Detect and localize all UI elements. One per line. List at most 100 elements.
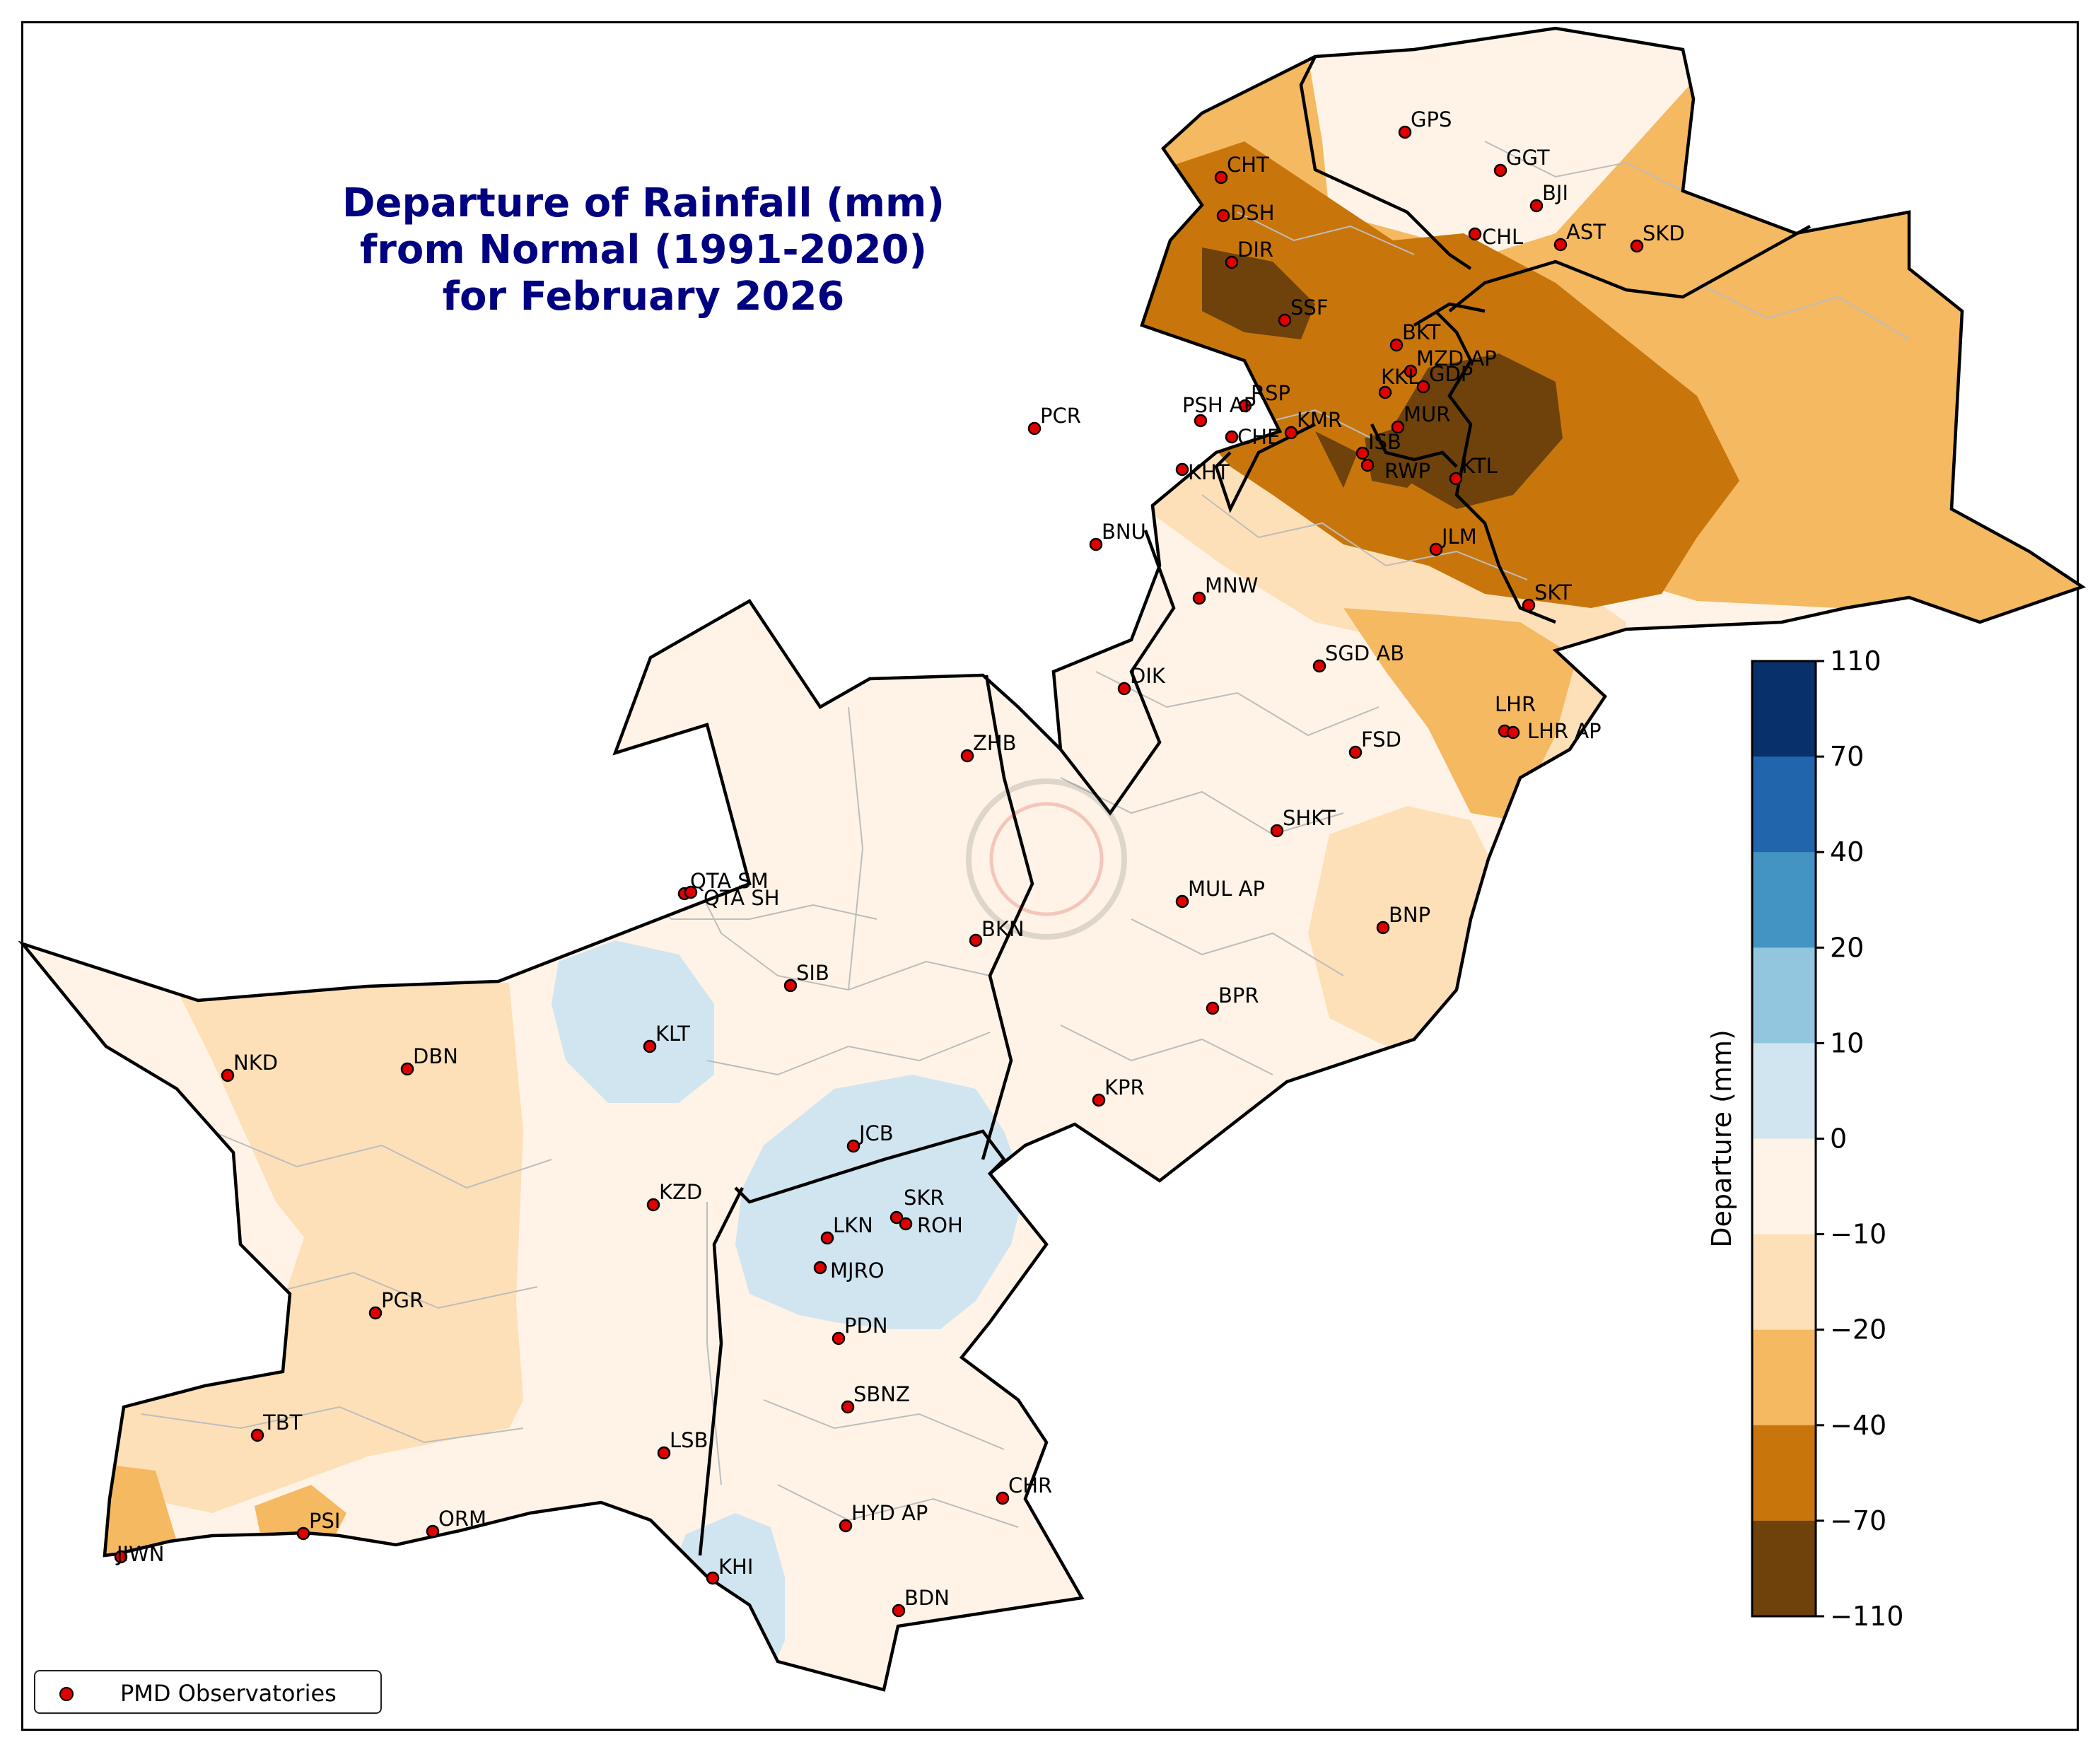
station-marker-icon	[1389, 338, 1404, 352]
station-label: BJI	[1542, 181, 1568, 205]
colorbar-tick-label: −40	[1830, 1410, 1886, 1441]
station-jlm: JLM	[1429, 525, 1477, 556]
station-marker-icon	[1553, 238, 1568, 252]
station-marker-icon	[1214, 170, 1228, 185]
station-label: SKT	[1534, 580, 1572, 605]
station-marker-icon	[684, 885, 698, 899]
station-label: MUR	[1404, 402, 1450, 426]
colorbar-title: Departure (mm)	[1706, 1029, 1737, 1248]
colorbar-tick-label: −110	[1830, 1601, 1903, 1632]
station-isb: ISB	[1355, 430, 1401, 460]
station-label: PSI	[309, 1509, 340, 1533]
station-kht: KHT	[1175, 460, 1230, 484]
station-label: QTA SH	[704, 886, 780, 910]
station-marker-icon	[1449, 472, 1463, 486]
station-marker-icon	[960, 749, 974, 763]
station-skt: SKT	[1522, 580, 1572, 612]
station-marker-icon	[839, 1519, 853, 1533]
station-marker-icon	[1391, 420, 1405, 434]
station-dbn: DBN	[400, 1044, 458, 1076]
station-sib: SIB	[783, 961, 829, 993]
station-sgd-ab: SGD AB	[1312, 641, 1404, 673]
station-label: GDP	[1429, 362, 1473, 386]
station-label: HYD AP	[851, 1501, 928, 1525]
station-label: BNU	[1102, 520, 1146, 544]
station-marker-icon	[643, 1039, 657, 1053]
colorbar-segment	[1752, 1138, 1816, 1235]
station-label: MJRO	[830, 1258, 885, 1283]
station-psh-ap: PSH AP	[1182, 393, 1256, 428]
station-khi: KHI	[706, 1555, 753, 1585]
colorbar: 110 70 40 20 10 0 −10 −20 −40 −70 −110 Departure (m…	[1706, 646, 1903, 1632]
station-klt: KLT	[643, 1022, 690, 1053]
station-orm: ORM	[426, 1507, 486, 1538]
colorbar-tick-label: −20	[1830, 1314, 1886, 1345]
station-marker-icon	[1416, 380, 1430, 394]
station-label: BKN	[981, 917, 1025, 941]
colorbar-tick-label: −10	[1830, 1219, 1886, 1250]
station-sbnz: SBNZ	[841, 1382, 910, 1414]
colorbar-segment	[1752, 947, 1816, 1044]
title-line-2: from Normal (1991-2020)	[359, 227, 928, 273]
station-label: CHE	[1237, 425, 1280, 449]
colorbar-segment	[1752, 1425, 1816, 1522]
station-label: JCB	[858, 1121, 894, 1145]
station-marker-icon	[114, 1550, 128, 1564]
station-marker-icon	[426, 1524, 440, 1538]
station-fsd: FSD	[1348, 728, 1401, 759]
station-lsb: LSB	[657, 1428, 708, 1460]
station-mnw: MNW	[1192, 573, 1258, 605]
colorbar-segment	[1752, 852, 1816, 948]
station-ast: AST	[1553, 220, 1606, 252]
station-marker-icon	[646, 1198, 660, 1212]
pmd-watermark	[966, 778, 1127, 940]
station-shkt: SHKT	[1270, 806, 1336, 838]
station-rwp: RWP	[1360, 458, 1430, 483]
colorbar-segment	[1752, 1329, 1816, 1426]
station-mul-ap: MUL AP	[1175, 877, 1265, 909]
station-kzd: KZD	[646, 1180, 702, 1212]
station-dik: DIK	[1117, 664, 1166, 696]
station-lkn: LKN	[820, 1213, 873, 1245]
station-jcb: JCB	[846, 1121, 894, 1153]
station-label: DIR	[1237, 238, 1273, 262]
station-marker-icon	[1529, 199, 1544, 213]
station-label: SKD	[1643, 221, 1685, 245]
colorbar-tick-label: 110	[1830, 646, 1882, 677]
station-marker-icon	[1092, 1093, 1106, 1107]
station-dir: DIR	[1225, 238, 1273, 269]
station-bnu: BNU	[1089, 520, 1146, 551]
station-marker-icon	[1506, 725, 1520, 740]
station-cht: CHT	[1214, 153, 1269, 185]
station-mur: MUR	[1391, 402, 1450, 434]
station-mjro: MJRO	[813, 1258, 885, 1283]
station-label: PGR	[381, 1288, 424, 1312]
station-label: SHKT	[1283, 806, 1336, 830]
station-label: ORM	[438, 1507, 486, 1531]
station-label: KLT	[655, 1022, 690, 1046]
station-label: BNP	[1389, 903, 1430, 927]
station-marker-icon	[1348, 745, 1363, 759]
station-label: BDN	[904, 1586, 950, 1610]
station-pgr: PGR	[368, 1288, 424, 1320]
station-lhr-ap: LHR AP	[1506, 719, 1602, 743]
station-marker-icon	[1206, 1001, 1220, 1015]
colorbar-segment	[1752, 757, 1816, 853]
station-marker-icon	[1398, 125, 1412, 139]
station-marker-icon	[1225, 430, 1239, 444]
station-marker-icon	[996, 1491, 1010, 1505]
station-tbt: TBT	[250, 1411, 303, 1442]
station-roh: ROH	[899, 1213, 963, 1237]
station-mzd-ap: MZD AP	[1404, 346, 1497, 378]
station-chl: CHL	[1468, 225, 1523, 249]
station-label: CHR	[1008, 1473, 1052, 1497]
station-label: SBNZ	[853, 1382, 910, 1406]
station-marker-icon	[400, 1062, 414, 1076]
station-marker-icon	[1429, 542, 1443, 556]
station-ssf: SSF	[1278, 296, 1329, 327]
station-label: PCR	[1040, 404, 1081, 428]
station-gps: GPS	[1398, 107, 1452, 139]
station-marker-icon	[368, 1306, 383, 1320]
colorbar-segment	[1752, 1520, 1816, 1617]
